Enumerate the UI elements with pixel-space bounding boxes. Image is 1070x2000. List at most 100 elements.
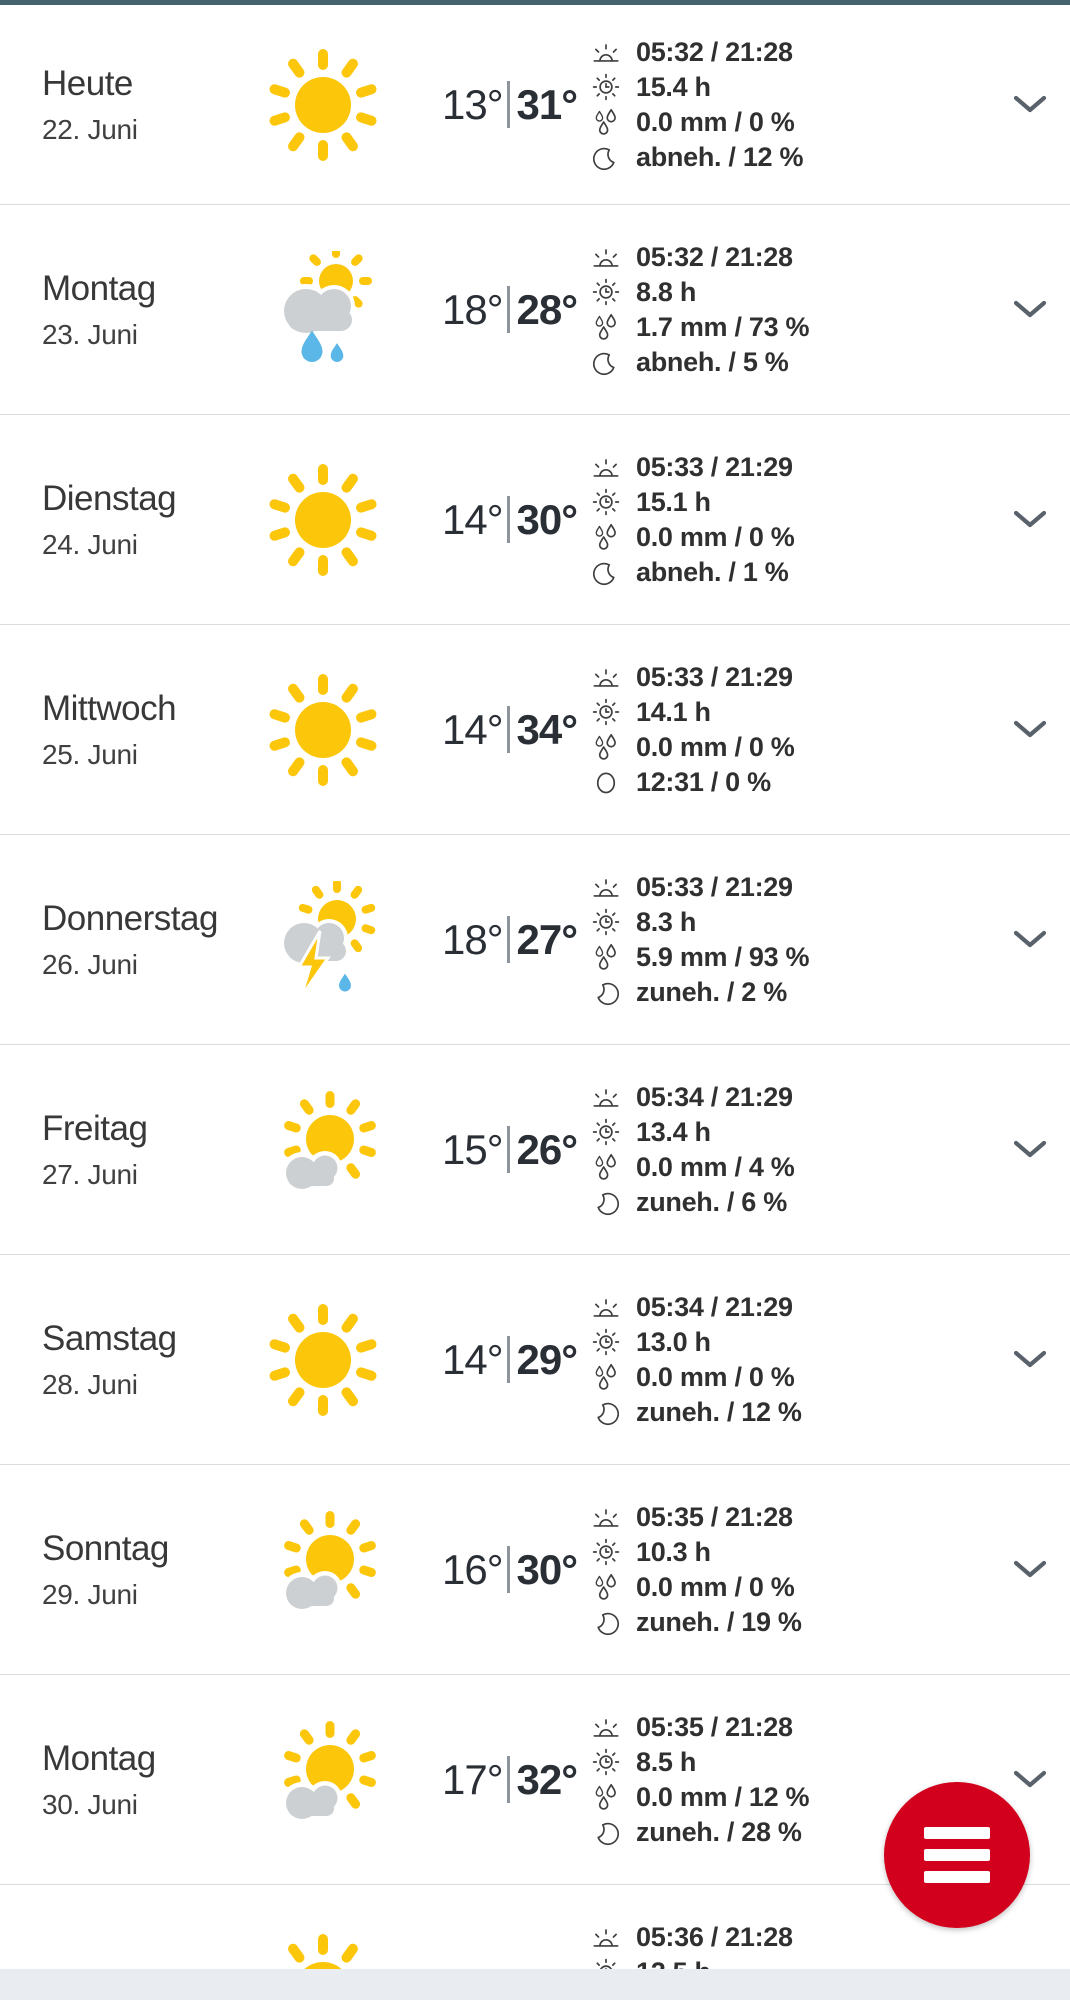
temp-min: 15° [442, 1125, 504, 1173]
precipitation-line: 0.0 mm / 0 % [590, 520, 990, 555]
chevron-down-icon [1013, 95, 1047, 112]
day-date: 25. Juni [42, 738, 138, 770]
daily-forecast-list: Heute 22. Juni 13° 31° [0, 5, 1070, 2000]
temp-divider [506, 1336, 510, 1383]
temp-max: 27° [516, 915, 579, 963]
chevron-down-icon [1013, 1350, 1047, 1367]
day-name: Samstag [42, 1318, 177, 1358]
sun-hours-line: 8.5 h [590, 1745, 990, 1780]
temp-min: 13° [442, 80, 504, 128]
day-date: 22. Juni [42, 113, 138, 145]
precipitation-value: 0.0 mm / 0 % [636, 106, 795, 137]
moon-value: abneh. / 5 % [636, 346, 789, 377]
sunrise-sunset-value: 05:32 / 21:28 [636, 241, 793, 272]
forecast-day-row[interactable]: Mittwoch 25. Juni 14° 34° [0, 625, 1070, 835]
day-details: 05:32 / 21:28 8.8 h 1.7 mm / 73 % abneh.… [590, 240, 990, 380]
sun-hours-value: 15.4 h [636, 71, 711, 102]
sunny-weather-icon [255, 671, 390, 789]
expand-row-button[interactable] [990, 1350, 1070, 1370]
sunrise-icon [590, 451, 622, 483]
sun-rain-weather-icon [255, 250, 390, 369]
expand-row-button[interactable] [990, 1770, 1070, 1790]
forecast-day-row[interactable]: Donnerstag 26. Juni [0, 835, 1070, 1045]
sunrise-sunset-value: 05:36 / 21:28 [636, 1921, 793, 1952]
temp-divider [506, 1546, 510, 1593]
sun-hours-value: 14.1 h [636, 696, 711, 727]
forecast-day-row[interactable]: Samstag 28. Juni 14° 29° [0, 1255, 1070, 1465]
precipitation-icon [590, 106, 622, 138]
chevron-down-icon [1013, 300, 1047, 317]
expand-row-button[interactable] [990, 930, 1070, 950]
moon-line: zuneh. / 6 % [590, 1185, 990, 1220]
moon-line: zuneh. / 19 % [590, 1605, 990, 1640]
temp-min: 17° [442, 1755, 504, 1803]
day-label-group: Freitag 27. Juni [0, 1109, 255, 1191]
day-name: Freitag [42, 1108, 148, 1148]
sun-hours-line: 15.4 h [590, 70, 990, 105]
precipitation-line: 0.0 mm / 12 % [590, 1780, 990, 1815]
sunrise-sunset-value: 05:35 / 21:28 [636, 1711, 793, 1742]
sun-hours-icon [590, 696, 622, 728]
sunrise-icon [590, 1501, 622, 1533]
sunrise-sunset-line: 05:34 / 21:29 [590, 1290, 990, 1325]
sunrise-sunset-line: 05:35 / 21:28 [590, 1710, 990, 1745]
expand-row-button[interactable] [990, 95, 1070, 115]
day-label-group: Montag 23. Juni [0, 269, 255, 351]
sun-hours-line: 13.0 h [590, 1325, 990, 1360]
precipitation-value: 0.0 mm / 12 % [636, 1781, 810, 1812]
chevron-down-icon [1013, 720, 1047, 737]
forecast-day-row[interactable]: Freitag 27. Juni [0, 1045, 1070, 1255]
expand-row-button[interactable] [990, 300, 1070, 320]
temperature-range: 15° 26° [390, 1126, 590, 1174]
day-date: 24. Juni [42, 528, 138, 560]
temperature-range: 17° 32° [390, 1756, 590, 1804]
day-name: Mittwoch [42, 688, 177, 728]
sunny-weather-icon [255, 1301, 390, 1419]
expand-row-button[interactable] [990, 510, 1070, 530]
temp-max: 30° [516, 495, 579, 543]
sun-hours-icon [590, 906, 622, 938]
forecast-day-row[interactable]: Dienstag 24. Juni 14° 30° [0, 415, 1070, 625]
day-details: 05:35 / 21:28 8.5 h 0.0 mm / 12 % zuneh.… [590, 1710, 990, 1850]
day-label-group: Heute 22. Juni [0, 64, 255, 146]
forecast-day-row[interactable]: Heute 22. Juni 13° 31° [0, 5, 1070, 205]
bottom-overlay-bar [0, 1969, 1070, 2000]
precipitation-line: 0.0 mm / 0 % [590, 1360, 990, 1395]
menu-fab-button[interactable] [884, 1782, 1030, 1928]
expand-row-button[interactable] [990, 1560, 1070, 1580]
precipitation-line: 0.0 mm / 0 % [590, 1570, 990, 1605]
temp-divider [506, 81, 510, 128]
chevron-down-icon [1013, 1770, 1047, 1787]
sun-hours-value: 8.3 h [636, 906, 697, 937]
moon-phase-icon [590, 346, 622, 378]
temperature-range: 14° 30° [390, 496, 590, 544]
chevron-down-icon [1013, 1140, 1047, 1157]
precipitation-icon [590, 1781, 622, 1813]
sunrise-sunset-line: 05:33 / 21:29 [590, 450, 990, 485]
precipitation-icon [590, 1151, 622, 1183]
forecast-day-row[interactable]: Montag 23. Juni [0, 205, 1070, 415]
sun-hours-line: 13.4 h [590, 1115, 990, 1150]
day-details: 05:34 / 21:29 13.4 h 0.0 mm / 4 % zuneh.… [590, 1080, 990, 1220]
expand-row-button[interactable] [990, 720, 1070, 740]
temperature-range: 18° 27° [390, 916, 590, 964]
temp-min: 18° [442, 915, 504, 963]
temp-divider [506, 286, 510, 333]
day-name: Dienstag [42, 478, 177, 518]
day-details: 05:33 / 21:29 15.1 h 0.0 mm / 0 % abneh.… [590, 450, 990, 590]
temp-max: 26° [516, 1125, 579, 1173]
forecast-day-row[interactable]: Sonntag 29. Juni [0, 1465, 1070, 1675]
moon-value: 12:31 / 0 % [636, 766, 771, 797]
day-details: 05:33 / 21:29 14.1 h 0.0 mm / 0 % 12:31 … [590, 660, 990, 800]
sun-cloud-weather-icon [255, 1720, 390, 1839]
expand-row-button[interactable] [990, 1140, 1070, 1160]
sunny-weather-icon [255, 461, 390, 579]
moon-line: zuneh. / 2 % [590, 975, 990, 1010]
sunrise-icon [590, 871, 622, 903]
sunrise-sunset-line: 05:33 / 21:29 [590, 660, 990, 695]
sunrise-icon [590, 241, 622, 273]
day-label-group: Donnerstag 26. Juni [0, 899, 255, 981]
precipitation-line: 1.7 mm / 73 % [590, 310, 990, 345]
precipitation-icon [590, 731, 622, 763]
